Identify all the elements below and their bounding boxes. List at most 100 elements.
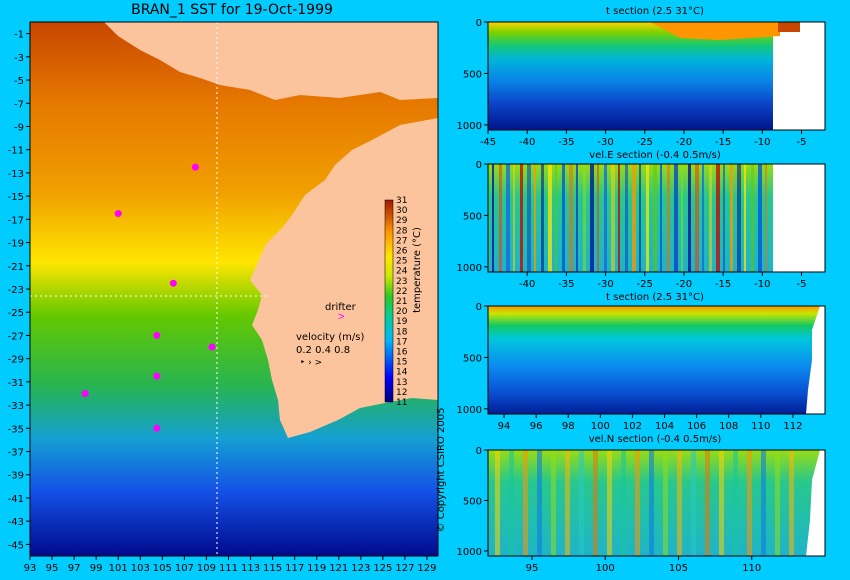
panel-x-tick-label: -15 xyxy=(715,279,731,290)
panel-3-y-ticks: 0 500 1000 xyxy=(457,302,488,416)
map-x-ticks: 93 95 97 99 101 103 105 107 109 111 113 115 117 119 12… xyxy=(24,556,437,574)
vel-n-stripe xyxy=(761,450,766,556)
panel-x-tick-label: 98 xyxy=(562,421,575,432)
vel-e-stripe xyxy=(569,164,573,272)
panel-x-tick-label: -10 xyxy=(754,137,770,148)
map-x-tick-label: 95 xyxy=(46,563,59,574)
vel-e-stripe xyxy=(660,164,662,272)
colorbar-tick-label: 23 xyxy=(396,277,407,287)
panel-y-tick-label: 1000 xyxy=(457,263,482,274)
colorbar: 3130292827262524232221201918171615141312… xyxy=(384,196,423,408)
panel-x-tick-label: 110 xyxy=(751,421,770,432)
colorbar-tick-label: 12 xyxy=(396,388,407,398)
colorbar-tick-label: 17 xyxy=(396,337,407,347)
drifter-legend-icon: > xyxy=(338,311,344,323)
vel-e-stripe xyxy=(527,164,531,272)
map-y-tick-label: -21 xyxy=(8,262,24,273)
vel-e-stripe xyxy=(653,164,657,272)
vel-e-stripe xyxy=(562,164,565,272)
colorbar-tick-label: 18 xyxy=(396,327,408,337)
vel-n-stripe xyxy=(747,450,752,556)
map-y-ticks: -1 -3 -5 -7 -9 -11 -13 -15 -17 -19 -21 -23 -25 -27 -29… xyxy=(8,30,30,551)
map-x-tick-label: 105 xyxy=(153,563,172,574)
panel-x-tick-label: 104 xyxy=(655,421,674,432)
vel-e-stripe xyxy=(492,164,494,272)
panel-x-tick-label: 94 xyxy=(498,421,511,432)
vel-n-stripe xyxy=(677,450,682,556)
map-y-tick-label: -9 xyxy=(14,122,24,133)
panel-vel-e-section: vel.E section (-0.4 0.5m/s) 0 500 1000 -40… xyxy=(457,150,826,290)
vel-e-stripe xyxy=(513,164,515,272)
vel-n-stripe xyxy=(509,450,514,556)
map-x-tick-label: 103 xyxy=(131,563,150,574)
vel-n-stripe xyxy=(523,450,528,556)
drifter-marker xyxy=(153,424,161,432)
colorbar-tick-label: 20 xyxy=(396,307,408,317)
panel-1-y-ticks: 0 500 1000 xyxy=(457,18,488,132)
map-plot xyxy=(29,21,439,557)
map-x-tick-label: 101 xyxy=(109,563,128,574)
colorbar-tick-label: 30 xyxy=(396,206,408,216)
vel-e-stripe xyxy=(681,164,683,272)
vel-e-stripe xyxy=(534,164,536,272)
velocity-legend-arrows: ‣ › > xyxy=(300,358,322,368)
vel-e-stripe xyxy=(646,164,649,272)
drifter-legend-label: drifter xyxy=(325,302,357,313)
vel-e-stripe xyxy=(590,164,594,272)
map-x-tick-label: 123 xyxy=(351,563,370,574)
panel-3-field xyxy=(488,306,820,414)
colorbar-tick-label: 26 xyxy=(396,247,408,257)
map-x-tick-label: 93 xyxy=(24,563,37,574)
vel-n-stripe xyxy=(775,450,780,556)
colorbar-tick-label: 21 xyxy=(396,297,407,307)
panel-x-tick-label: -35 xyxy=(558,137,574,148)
panel-4-title: vel.N section (-0.4 0.5m/s) xyxy=(589,434,722,445)
vel-n-stripe xyxy=(789,450,794,556)
map-x-tick-label: 107 xyxy=(175,563,194,574)
colorbar-tick-label: 15 xyxy=(396,358,407,368)
map-y-tick-label: -31 xyxy=(8,378,24,389)
landmass-indonesia xyxy=(104,22,438,100)
map-y-tick-label: -23 xyxy=(8,285,24,296)
colorbar-tick-label: 22 xyxy=(396,287,407,297)
panel-1-land xyxy=(778,22,800,32)
colorbar-tick-label: 25 xyxy=(396,257,407,267)
drifter-markers xyxy=(81,163,216,432)
vel-n-stripe xyxy=(537,450,542,556)
panel-1-warm-surface xyxy=(650,22,780,40)
panel-y-tick-label: 1000 xyxy=(457,547,482,558)
panel-t-section-meridional: t section (2.5 31°C) 0 500 1000 94 96 98 100 1… xyxy=(457,292,826,432)
map-y-tick-label: -29 xyxy=(8,355,24,366)
panel-vel-n-section: vel.N section (-0.4 0.5m/s) 0 500 1000 95 1… xyxy=(457,434,826,574)
vel-n-stripe xyxy=(649,450,654,556)
map-x-tick-label: 117 xyxy=(285,563,304,574)
velocity-legend-scale: 0.2 0.4 0.8 xyxy=(296,345,350,356)
velocity-legend-label: velocity (m/s) xyxy=(296,332,364,343)
map-x-tick-label: 119 xyxy=(307,563,326,574)
colorbar-tick-label: 14 xyxy=(396,368,408,378)
vel-e-stripe xyxy=(709,164,712,272)
colorbar-scale xyxy=(384,199,394,403)
panel-x-tick-label: 110 xyxy=(742,563,761,574)
colorbar-tick-label: 29 xyxy=(396,216,408,226)
panel-y-tick-label: 0 xyxy=(476,302,482,313)
map-y-tick-label: -43 xyxy=(8,517,24,528)
vel-e-stripe xyxy=(520,164,523,272)
panel-x-tick-label: -30 xyxy=(597,279,613,290)
vel-e-stripe xyxy=(604,164,607,272)
copyright: © Copyright CSIRO 2005 xyxy=(436,408,447,533)
panel-y-tick-label: 500 xyxy=(463,353,482,364)
drifter-marker xyxy=(169,279,177,287)
colorbar-tick-label: 16 xyxy=(396,348,408,358)
vel-e-stripe xyxy=(541,164,544,272)
map-y-tick-label: -3 xyxy=(14,53,24,64)
vel-e-stripe xyxy=(611,164,615,272)
panel-1-field xyxy=(488,22,773,130)
panel-x-tick-label: -45 xyxy=(480,137,496,148)
map-y-tick-label: -45 xyxy=(8,540,24,551)
vel-e-stripe xyxy=(737,164,741,272)
map-y-tick-label: -19 xyxy=(8,239,24,250)
map-y-tick-label: -15 xyxy=(8,192,24,203)
drifter-marker xyxy=(153,331,161,339)
